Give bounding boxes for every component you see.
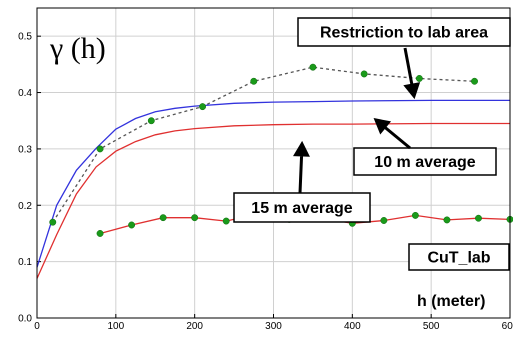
plot-frame <box>36 7 511 319</box>
callout-15m-label: 15 m average <box>251 200 353 217</box>
callout-cutlab: CuT_lab <box>408 243 510 271</box>
x-tick-label: 300 <box>265 321 282 332</box>
x-axis-label: h (meter) <box>417 293 485 310</box>
y-axis-label: γ (h) <box>49 32 106 65</box>
x-tick-label: 200 <box>186 321 203 332</box>
y-tick-label: 0.3 <box>18 144 32 155</box>
y-tick-label: 0.5 <box>18 32 32 43</box>
callout-10m-arrow <box>373 117 411 150</box>
x-tick-label: 100 <box>107 321 124 332</box>
data-point-marker <box>250 77 258 85</box>
y-tick-label: 0.1 <box>18 257 32 268</box>
data-point-marker <box>415 75 423 82</box>
data-point-marker <box>443 216 451 224</box>
callout-15m: 15 m average <box>233 140 371 223</box>
callout-10m-box <box>353 147 497 176</box>
tick-labels: 0 100 200 300 400 500 600 0.0 0.1 0.2 0.3 0.4 0.5 <box>18 32 513 332</box>
data-point-marker <box>380 217 388 224</box>
y-tick-label: 0.2 <box>18 201 32 212</box>
x-tick-label: 400 <box>344 321 361 332</box>
data-point-marker <box>96 145 104 153</box>
callout-cutlab-label: CuT_lab <box>427 250 490 267</box>
data-point-marker <box>199 103 207 111</box>
data-point-marker <box>360 70 368 78</box>
callout-10m-label: 10 m average <box>374 154 476 171</box>
data-point-marker <box>128 221 136 229</box>
callout-restriction-box <box>297 17 511 47</box>
callout-restriction-label: Restriction to lab area <box>320 25 488 42</box>
callout-restriction-arrow <box>403 47 421 100</box>
x-tick-label: 0 <box>34 321 40 332</box>
callout-10m: 10 m average <box>353 117 497 176</box>
data-point-marker <box>475 214 482 222</box>
data-point-marker <box>471 77 478 85</box>
data-point-marker <box>147 117 155 125</box>
data-point-marker <box>49 218 57 226</box>
callout-restriction: Restriction to lab area <box>297 17 511 100</box>
data-point-marker <box>159 214 167 222</box>
callout-15m-box <box>233 192 371 223</box>
data-point-marker <box>222 217 230 225</box>
y-tick-label: 0.0 <box>18 314 32 325</box>
x-tick-label: 600 <box>502 321 513 332</box>
data-point-marker <box>96 230 104 237</box>
y-tick-label: 0.4 <box>18 88 32 99</box>
callout-cutlab-box <box>408 243 510 271</box>
data-point-marker <box>309 63 317 71</box>
callout-15m-arrow <box>293 140 310 194</box>
data-point-marker <box>191 214 199 222</box>
data-point-marker <box>411 211 419 219</box>
fifteen-m-average-line <box>36 122 510 279</box>
ten-m-average-line <box>36 99 510 268</box>
x-tick-label: 500 <box>423 321 440 332</box>
